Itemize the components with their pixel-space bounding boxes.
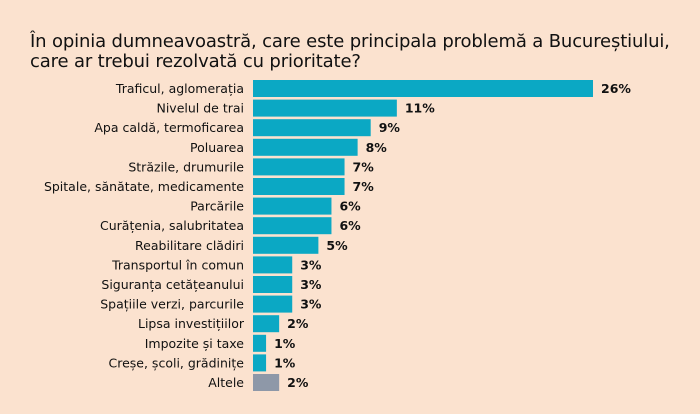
bar bbox=[253, 217, 332, 235]
value-label: 2% bbox=[287, 375, 309, 390]
value-label: 6% bbox=[339, 199, 361, 214]
category-label: Parcările bbox=[190, 199, 244, 214]
value-label: 7% bbox=[353, 179, 375, 194]
value-label: 26% bbox=[601, 81, 631, 96]
bar bbox=[253, 236, 319, 254]
category-label: Curățenia, salubritatea bbox=[100, 218, 244, 233]
bar bbox=[253, 334, 267, 352]
bar bbox=[253, 158, 345, 176]
bar bbox=[253, 374, 280, 391]
bar bbox=[253, 354, 267, 372]
category-label: Creșe, școli, grădinițe bbox=[109, 355, 245, 370]
bar bbox=[253, 178, 345, 195]
value-label: 8% bbox=[366, 140, 388, 155]
value-label: 6% bbox=[339, 218, 361, 233]
category-label: Spitale, sănătate, medicamente bbox=[44, 179, 244, 194]
value-label: 11% bbox=[405, 101, 435, 116]
value-label: 5% bbox=[326, 238, 348, 253]
category-label: Impozite și taxe bbox=[145, 336, 245, 351]
bar bbox=[253, 315, 280, 333]
value-label: 1% bbox=[274, 355, 296, 370]
value-label: 2% bbox=[287, 316, 309, 331]
category-label: Lipsa investițiilor bbox=[138, 316, 245, 331]
bar bbox=[253, 138, 358, 156]
category-label: Apa caldă, termoficarea bbox=[94, 120, 244, 135]
category-label: Spațiile verzi, parcurile bbox=[100, 297, 244, 312]
category-label: Reabilitare clădiri bbox=[135, 238, 244, 253]
value-label: 9% bbox=[379, 120, 401, 135]
category-label: Traficul, aglomerația bbox=[115, 81, 244, 96]
value-label: 7% bbox=[353, 159, 375, 174]
category-label: Poluarea bbox=[190, 140, 244, 155]
bar bbox=[253, 80, 593, 97]
category-label: Altele bbox=[208, 375, 244, 390]
bar bbox=[253, 276, 293, 293]
value-label: 3% bbox=[300, 297, 322, 312]
bar bbox=[253, 119, 371, 137]
value-label: 3% bbox=[300, 257, 322, 272]
value-label: 1% bbox=[274, 336, 296, 351]
bar bbox=[253, 197, 332, 215]
bar bbox=[253, 295, 293, 313]
chart-title: În opinia dumneavoastră, care este princ… bbox=[30, 31, 670, 72]
category-label: Transportul în comun bbox=[111, 257, 244, 272]
category-label: Siguranța cetățeanului bbox=[101, 277, 244, 292]
bar bbox=[253, 99, 397, 117]
bar bbox=[253, 256, 293, 274]
category-label: Nivelul de trai bbox=[156, 101, 244, 116]
category-label: Străzile, drumurile bbox=[128, 159, 244, 174]
value-label: 3% bbox=[300, 277, 322, 292]
